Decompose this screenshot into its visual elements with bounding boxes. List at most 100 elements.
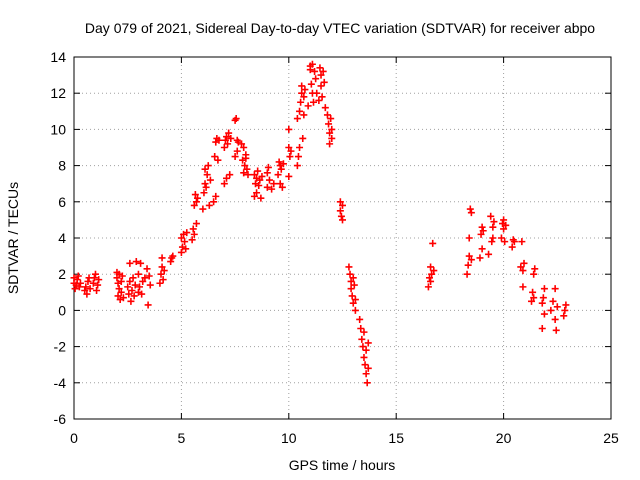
data-point <box>364 339 372 347</box>
data-point <box>319 67 327 75</box>
data-point <box>256 176 264 184</box>
data-point <box>206 176 214 184</box>
data-point <box>463 270 471 278</box>
data-point <box>223 174 231 182</box>
data-point <box>500 216 508 224</box>
data-point <box>429 239 437 247</box>
y-tick-label: 2 <box>58 266 66 282</box>
data-point <box>192 198 200 206</box>
data-point <box>500 225 508 233</box>
data-point <box>427 277 435 285</box>
data-point <box>158 263 166 271</box>
data-point <box>310 98 318 106</box>
data-point <box>345 263 353 271</box>
data-point <box>337 212 345 220</box>
data-point <box>517 263 525 271</box>
data-point <box>144 301 152 309</box>
data-point <box>508 243 516 251</box>
data-point <box>312 75 320 83</box>
data-point <box>520 259 528 267</box>
x-tick-label: 15 <box>388 430 404 446</box>
data-point <box>350 281 358 289</box>
data-point <box>127 297 135 305</box>
data-point <box>114 292 122 300</box>
data-point <box>231 153 239 161</box>
data-point <box>159 276 167 284</box>
data-point <box>539 294 547 302</box>
data-point <box>348 292 356 300</box>
axis-ticks: 0 5 10 15 20 25 -6 -4 -2 0 2 4 6 8 10 12 14 <box>50 49 619 446</box>
y-tick-label: 10 <box>50 121 66 137</box>
data-point <box>323 111 331 119</box>
data-point <box>214 156 222 164</box>
x-tick-label: 0 <box>70 430 78 446</box>
data-point <box>349 299 357 307</box>
data-point <box>119 294 127 302</box>
data-point <box>244 171 252 179</box>
x-tick-label: 5 <box>178 430 186 446</box>
data-point <box>227 134 235 142</box>
y-tick-label: 12 <box>50 85 66 101</box>
data-point <box>169 252 177 260</box>
data-point <box>307 80 315 88</box>
data-point <box>518 238 526 246</box>
data-point <box>146 281 154 289</box>
data-point <box>182 245 190 253</box>
data-point <box>299 134 307 142</box>
data-point <box>192 220 200 228</box>
data-point <box>488 238 496 246</box>
data-point <box>478 245 486 253</box>
data-point <box>477 230 485 238</box>
data-point <box>327 115 335 123</box>
data-point <box>224 140 232 148</box>
data-point <box>485 250 493 258</box>
data-point <box>242 154 250 162</box>
data-point <box>145 272 153 280</box>
data-point <box>117 288 125 296</box>
x-axis-title: GPS time / hours <box>289 457 396 473</box>
data-point <box>189 225 197 233</box>
data-point <box>115 285 123 293</box>
data-point <box>347 285 355 293</box>
data-point <box>476 254 484 262</box>
data-point <box>357 325 365 332</box>
y-tick-label: 14 <box>50 49 66 65</box>
data-point <box>318 93 326 101</box>
data-point <box>139 277 147 285</box>
data-point <box>136 283 144 291</box>
data-point <box>124 283 132 291</box>
data-point <box>188 236 196 244</box>
data-point <box>497 234 505 242</box>
data-point <box>190 230 198 238</box>
data-point <box>359 343 367 351</box>
data-point <box>489 223 497 231</box>
data-point <box>311 67 319 75</box>
data-point <box>177 234 185 242</box>
data-point <box>478 223 486 231</box>
data-point <box>510 238 518 246</box>
data-point <box>561 306 569 314</box>
data-point <box>560 312 568 320</box>
data-point <box>540 285 548 293</box>
data-point <box>181 238 189 246</box>
data-point <box>293 115 301 123</box>
data-point <box>304 102 312 110</box>
data-point <box>274 171 282 179</box>
data-point <box>540 310 548 318</box>
data-point <box>113 274 121 282</box>
data-point <box>316 64 324 72</box>
data-point <box>194 194 202 202</box>
data-point <box>296 107 304 115</box>
data-point <box>265 176 273 184</box>
data-point <box>183 229 191 237</box>
data-point <box>490 218 498 226</box>
data-point <box>360 328 368 336</box>
data-point <box>301 86 309 94</box>
data-point <box>270 180 278 188</box>
data-point <box>279 160 287 168</box>
data-point <box>177 248 185 256</box>
data-point <box>117 277 125 285</box>
y-tick-label: 0 <box>58 302 66 318</box>
data-point <box>325 120 333 128</box>
data-point <box>356 315 364 323</box>
